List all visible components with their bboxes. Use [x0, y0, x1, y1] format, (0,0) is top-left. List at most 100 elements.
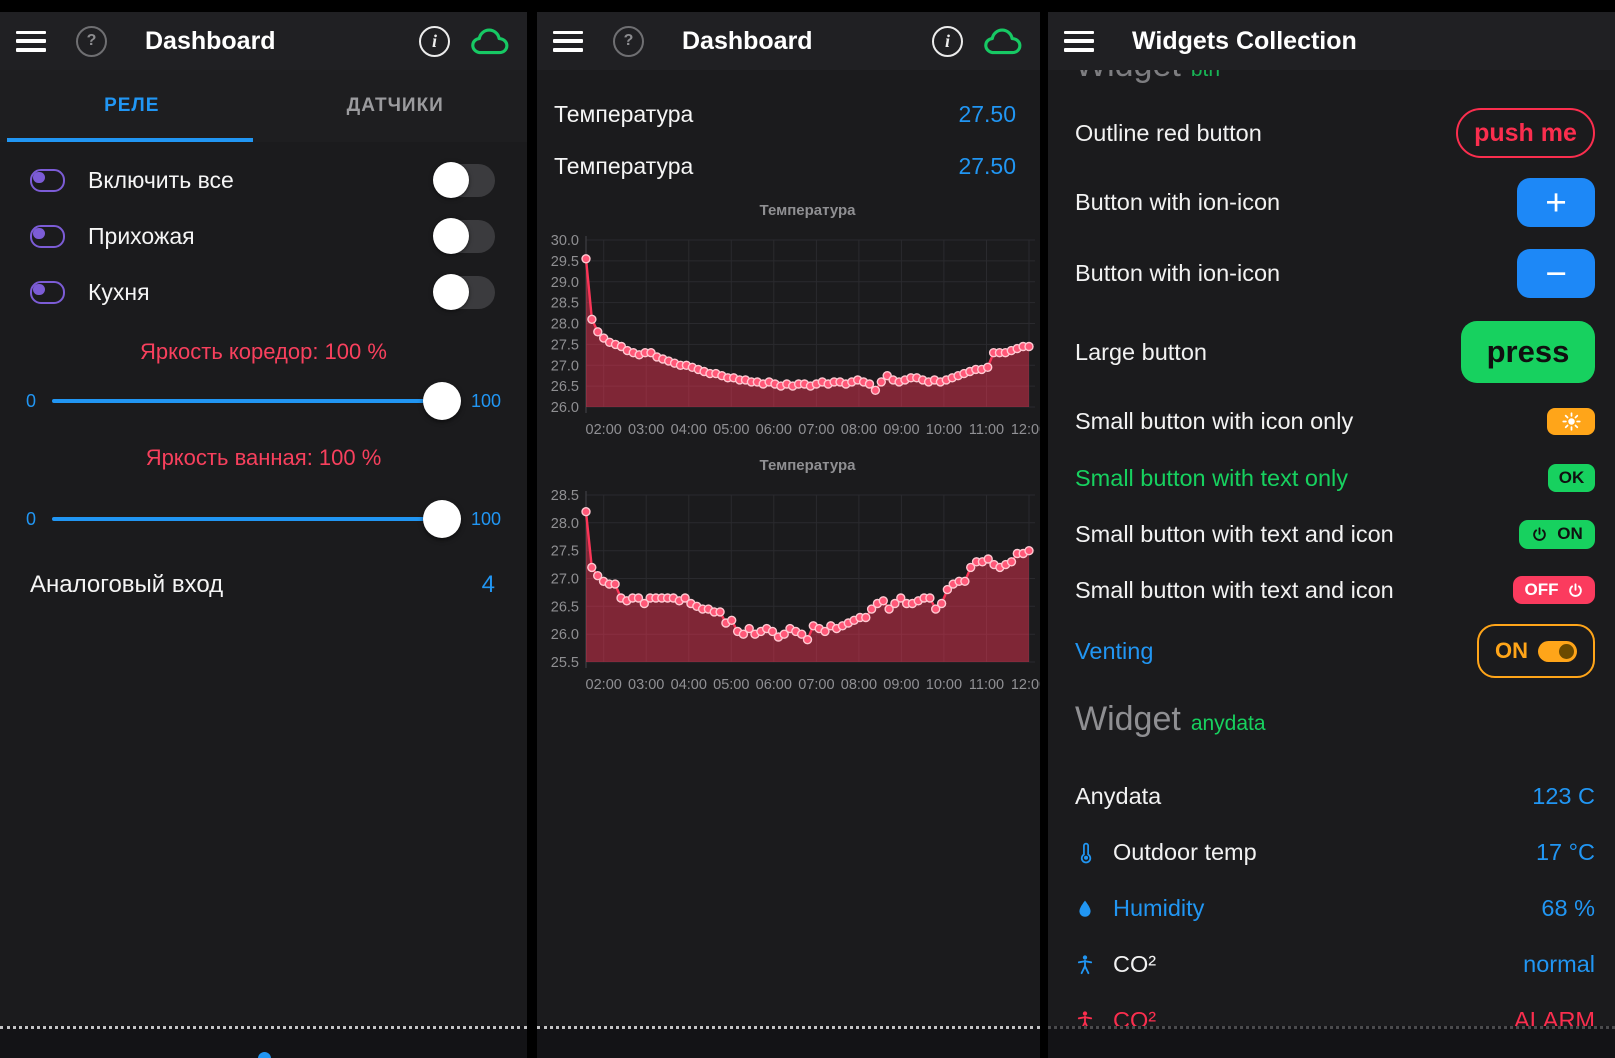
row-label: Button with ion-icon: [1075, 188, 1281, 215]
svg-text:10:00: 10:00: [926, 422, 962, 438]
cloud-connection-icon[interactable]: [470, 26, 511, 56]
slider-track[interactable]: [52, 381, 461, 421]
help-icon[interactable]: ?: [613, 25, 644, 57]
svg-text:27.0: 27.0: [551, 572, 579, 588]
svg-text:27.0: 27.0: [551, 358, 579, 374]
row-value: 68 %: [1541, 894, 1595, 921]
toggle-switch-hallway[interactable]: [433, 218, 495, 254]
data-row-co2-normal: CO² normal: [1048, 936, 1615, 992]
svg-text:26.5: 26.5: [551, 599, 579, 615]
page-indicator-strip: [537, 1026, 1040, 1058]
svg-text:08:00: 08:00: [841, 422, 877, 438]
svg-text:07:00: 07:00: [798, 677, 834, 693]
section-title: Widget: [1075, 700, 1181, 738]
section-heading-anydata: Widget anydata: [1048, 700, 1615, 756]
row-label: Small button with text only: [1075, 464, 1348, 491]
toggle-switch-kitchen[interactable]: [433, 274, 495, 310]
venting-toggle[interactable]: [1538, 640, 1577, 662]
svg-text:28.5: 28.5: [551, 488, 579, 504]
ok-button[interactable]: OK: [1548, 464, 1595, 492]
switch-label: Включить все: [88, 166, 234, 193]
widget-row: Button with ion-icon −: [1048, 234, 1615, 312]
svg-text:03:00: 03:00: [628, 422, 664, 438]
toggle-widget-icon: [30, 224, 65, 248]
row-label: Humidity: [1113, 894, 1205, 921]
menu-icon[interactable]: [16, 30, 46, 52]
svg-text:06:00: 06:00: [756, 677, 792, 693]
push-me-button[interactable]: push me: [1456, 108, 1595, 158]
venting-button[interactable]: ON: [1477, 624, 1595, 678]
cloud-connection-icon[interactable]: [983, 26, 1024, 56]
svg-text:04:00: 04:00: [671, 422, 707, 438]
svg-text:28.0: 28.0: [551, 317, 579, 333]
appbar: ? Dashboard i: [0, 12, 527, 70]
svg-text:04:00: 04:00: [671, 677, 707, 693]
widget-row: Small button with text and icon ON: [1048, 506, 1615, 562]
toggle-switch-all[interactable]: [433, 162, 495, 198]
slider-max-label: 100: [470, 508, 501, 529]
tab-sensors[interactable]: ДАТЧИКИ: [346, 95, 444, 116]
row-label: Button with ion-icon: [1075, 259, 1281, 286]
analog-input-row: Аналоговый вход 4: [0, 556, 527, 614]
slider-min-label: 0: [26, 508, 37, 529]
svg-text:12:00: 12:00: [1011, 422, 1040, 438]
power-icon: [1533, 526, 1546, 541]
analog-input-label: Аналоговый вход: [30, 571, 224, 598]
svg-text:12:00: 12:00: [1011, 677, 1040, 693]
row-label: CO²: [1113, 950, 1157, 977]
widget-row: Small button with text only OK: [1048, 450, 1615, 506]
widget-row: Outline red button push me: [1048, 96, 1615, 170]
data-row-humidity: Humidity 68 %: [1048, 880, 1615, 936]
sensor-value-list: Температура 27.50 Температура 27.50: [537, 88, 1040, 192]
svg-text:05:00: 05:00: [713, 422, 749, 438]
switch-row: Кухня: [0, 264, 527, 320]
svg-text:09:00: 09:00: [883, 677, 919, 693]
page-title: Dashboard: [682, 26, 813, 55]
svg-text:28.0: 28.0: [551, 516, 579, 532]
button-text: ON: [1557, 524, 1583, 543]
svg-text:26.0: 26.0: [551, 400, 579, 416]
info-icon[interactable]: i: [419, 25, 450, 57]
toggle-widget-icon: [30, 280, 65, 304]
plus-button[interactable]: +: [1517, 177, 1595, 227]
brightness-slider-bathroom: 0 100: [0, 488, 527, 550]
info-icon[interactable]: i: [932, 25, 963, 57]
clipped-section-heading: Widget btn: [1048, 70, 1615, 96]
person-icon: [1075, 953, 1113, 976]
temperature-row: Температура 27.50: [537, 88, 1040, 140]
svg-text:10:00: 10:00: [926, 677, 962, 693]
svg-text:09:00: 09:00: [883, 422, 919, 438]
slider-knob[interactable]: [423, 382, 461, 420]
slider-knob[interactable]: [423, 500, 461, 538]
menu-icon[interactable]: [553, 30, 583, 52]
appbar: ? Dashboard i: [537, 12, 1040, 70]
tab-relays[interactable]: РЕЛЕ: [104, 95, 160, 116]
on-button[interactable]: ON: [1519, 519, 1595, 549]
switch-label: Прихожая: [88, 222, 195, 249]
tab-bar: РЕЛЕ ДАТЧИКИ: [0, 70, 527, 142]
svg-text:27.5: 27.5: [551, 544, 579, 560]
off-button[interactable]: OFF: [1513, 576, 1595, 604]
slider-track[interactable]: [52, 499, 461, 539]
temperature-chart-1: 30.0 29.5 29.0 28.5 28.0 27.5 27.0 26.5 26.0 02:0…: [538, 198, 1040, 443]
widget-row: Small button with icon only: [1048, 392, 1615, 450]
press-button[interactable]: press: [1461, 321, 1595, 383]
svg-text:30.0: 30.0: [551, 233, 579, 249]
menu-icon[interactable]: [1064, 30, 1094, 52]
slider-title-bathroom: Яркость ванная: 100 %: [145, 445, 382, 470]
help-icon[interactable]: ?: [76, 25, 107, 57]
slider-max-label: 100: [470, 390, 501, 411]
row-label: Small button with text and icon: [1075, 576, 1394, 603]
minus-button[interactable]: −: [1517, 248, 1595, 298]
page-indicator-strip: [1048, 1026, 1615, 1058]
svg-text:Температура: Температура: [760, 457, 857, 474]
water-drop-icon: [1075, 898, 1113, 919]
temperature-chart-2: 28.5 28.0 27.5 27.0 26.5 26.0 25.5 02:00 03:00 04…: [538, 453, 1040, 698]
brightness-button[interactable]: [1547, 407, 1595, 435]
section-tag: anydata: [1190, 712, 1266, 735]
active-page-dot: [257, 1052, 271, 1058]
widget-row: Large button press: [1048, 312, 1615, 392]
data-row-list: Anydata 123 C Outdoor temp 17 °C Humidit…: [1048, 768, 1615, 1048]
sun-icon: [1561, 411, 1581, 431]
